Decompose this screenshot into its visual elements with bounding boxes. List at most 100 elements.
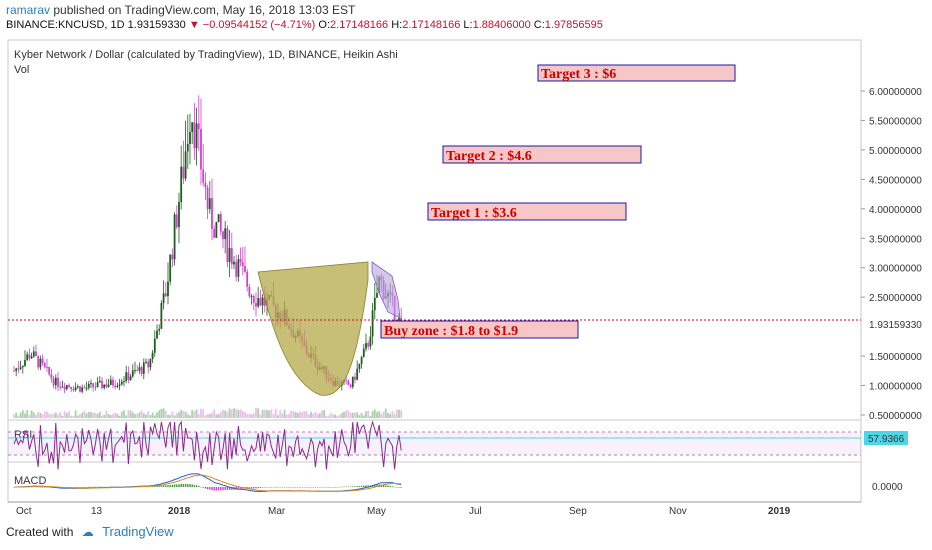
- publisher-username[interactable]: ramarav: [6, 3, 51, 17]
- volume-bar: [162, 408, 165, 418]
- price-axis[interactable]: 6.00000000 5.50000000 5.00000000 4.50000000…: [861, 87, 922, 422]
- candle-body: [356, 368, 359, 380]
- publisher-line: ramarav published on TradingView.com, Ma…: [6, 3, 355, 17]
- candle-body: [191, 122, 194, 132]
- candle-body: [39, 358, 42, 368]
- volume-bar: [307, 414, 310, 418]
- volume-bar: [87, 411, 90, 418]
- volume-bar: [367, 410, 370, 418]
- macd-histogram-bar: [46, 487, 48, 488]
- tradingview-brand-link[interactable]: TradingView: [102, 524, 174, 539]
- volume-bar: [233, 408, 235, 418]
- time-axis-tick-label: 13: [91, 506, 103, 517]
- macd-histogram-bar: [215, 487, 218, 491]
- macd-histogram-bar: [259, 487, 262, 488]
- macd-histogram-bar: [44, 487, 46, 488]
- macd-histogram-bar: [206, 487, 209, 490]
- candle-body: [255, 303, 257, 307]
- candle-body: [193, 122, 196, 149]
- volume-bar: [325, 415, 328, 418]
- macd-histogram-bar: [94, 486, 97, 488]
- macd-histogram-bar: [266, 487, 268, 488]
- volume-bar: [109, 415, 112, 418]
- candle-body: [257, 298, 260, 307]
- candle-body: [175, 214, 178, 228]
- macd-histogram-bar: [308, 487, 310, 488]
- candle-body: [186, 143, 189, 152]
- target-3-box[interactable]: Target 3 : $6: [537, 64, 736, 82]
- macd-histogram-bar: [327, 487, 330, 488]
- volume-bar: [48, 413, 51, 418]
- buy-zone-box[interactable]: Buy zone : $1.8 to $1.9: [380, 320, 579, 339]
- macd-histogram-bar: [360, 485, 363, 487]
- macd-histogram-bar: [176, 484, 178, 487]
- candle-body: [13, 370, 15, 372]
- candle-body: [46, 366, 48, 368]
- price-axis-tick-label: 6.00000000: [869, 87, 922, 98]
- time-axis[interactable]: Oct 13 2018 Mar May Jul Sep Nov 2019: [16, 506, 791, 517]
- candle-body: [360, 357, 363, 364]
- macd-histogram-bar: [398, 487, 400, 488]
- candle-body: [43, 362, 46, 367]
- target-1-box[interactable]: Target 1 : $3.6: [427, 202, 627, 221]
- candle-body: [98, 380, 101, 383]
- macd-histogram-bar: [160, 485, 163, 487]
- low-label: L:: [463, 19, 473, 31]
- candle-body: [129, 376, 132, 380]
- candle-body: [162, 293, 165, 304]
- candle-body: [237, 259, 240, 277]
- candle-body: [52, 378, 55, 386]
- volume-bar: [145, 414, 147, 418]
- price-axis-tick-label: 4.50000000: [869, 175, 922, 186]
- time-axis-tick-label: Oct: [16, 506, 32, 517]
- candle-body: [206, 187, 209, 210]
- volume-bar: [206, 413, 209, 418]
- candle-body: [371, 310, 374, 337]
- volume-bar: [384, 408, 387, 418]
- macd-histogram-bar: [396, 487, 398, 488]
- volume-bar: [107, 413, 110, 418]
- volume-bar: [208, 413, 211, 418]
- macd-histogram-bar: [198, 485, 200, 487]
- volume-bar: [125, 415, 128, 418]
- volume-bar: [153, 415, 156, 418]
- volume-bar: [213, 409, 216, 418]
- price-axis-tick-label: 1.00000000: [869, 382, 922, 393]
- volume-bar: [131, 412, 134, 418]
- macd-histogram-bar: [147, 486, 149, 488]
- macd-histogram-bar: [83, 487, 86, 488]
- candle-body: [263, 297, 266, 306]
- volume-bar: [94, 412, 97, 418]
- price-axis-tick-label: 3.50000000: [869, 234, 922, 245]
- macd-histogram-bar: [336, 486, 339, 488]
- volume-bar: [382, 411, 385, 418]
- volume-bar: [191, 409, 194, 418]
- volume-bar: [274, 409, 277, 418]
- volume-bar: [167, 414, 169, 418]
- price-change: −0.09544152 (−4.71%): [202, 19, 316, 31]
- candle-body: [85, 387, 88, 389]
- candle-body: [116, 385, 119, 388]
- chart-canvas[interactable]: Kyber Network / Dollar (calculated by Tr…: [0, 0, 932, 520]
- macd-histogram-bar: [332, 487, 334, 488]
- target-2-box[interactable]: Target 2 : $4.6: [442, 145, 642, 164]
- candle-body: [92, 383, 95, 388]
- macd-histogram-bar: [376, 484, 378, 487]
- volume-bar: [373, 409, 376, 418]
- volume-bar: [151, 412, 154, 418]
- volume-bar: [391, 411, 394, 418]
- tradingview-cloud-icon: ☁: [81, 525, 94, 539]
- candle-body: [127, 372, 130, 380]
- volume-bar: [255, 407, 257, 418]
- volume-bar: [241, 411, 244, 418]
- symbol-info-line: BINANCE:KNCUSD, 1D 1.93159330 ▼ −0.09544…: [6, 19, 603, 31]
- volume-bar: [54, 412, 57, 418]
- volume-bar: [327, 415, 330, 418]
- volume-bar: [285, 414, 288, 418]
- macd-histogram-bar: [314, 487, 317, 488]
- candle-body: [140, 367, 143, 374]
- candle-body: [358, 363, 361, 369]
- macd-histogram-bar: [235, 487, 237, 490]
- candle-body: [197, 123, 200, 130]
- time-axis-tick-label: Mar: [268, 506, 286, 517]
